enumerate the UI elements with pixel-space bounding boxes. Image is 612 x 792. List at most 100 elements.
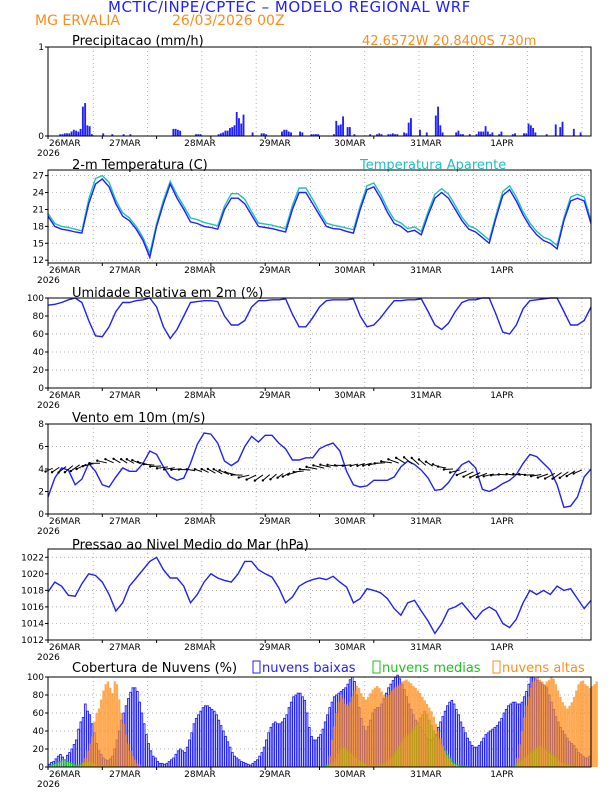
- precip-bar: [312, 134, 315, 136]
- low-cloud-bar: [486, 732, 490, 768]
- low-cloud-bar: [312, 739, 316, 768]
- high-cloud-bar: [355, 686, 358, 767]
- x-tick-label: 26MAR: [49, 266, 81, 276]
- wind-arrow-head: [136, 460, 140, 464]
- precip-bar: [441, 132, 444, 136]
- high-cloud-bar: [136, 763, 139, 767]
- humidity-panel: Umidade Relativa em 2m (%) 0 20 40 60 80 100 2…: [27, 286, 592, 411]
- high-cloud-bar: [342, 698, 345, 767]
- wind-arrow-head: [410, 456, 413, 460]
- wind-arrow-head: [230, 473, 233, 477]
- y-tick-label: 60: [33, 709, 45, 719]
- wind-arrow: [403, 456, 413, 465]
- precip-bar: [310, 134, 313, 136]
- wind-arrow: [438, 466, 447, 469]
- high-cloud-bar: [102, 690, 105, 767]
- wind-arrow: [132, 459, 141, 465]
- wind-arrow-head: [269, 478, 272, 481]
- high-cloud-bar: [529, 687, 533, 767]
- high-cloud-bar: [446, 756, 449, 767]
- precip-bar: [529, 125, 532, 136]
- high-cloud-bar: [586, 686, 589, 767]
- y-tick-label: 0: [38, 510, 44, 520]
- wind-arrow-head: [417, 458, 421, 461]
- precip-bar: [486, 131, 489, 136]
- low-cloud-bar: [479, 741, 483, 768]
- high-cloud-bar: [541, 681, 544, 767]
- high-cloud-bar: [131, 756, 134, 767]
- wind-arrow-head: [104, 457, 107, 461]
- precip-bar: [523, 133, 525, 136]
- plot-frame: [47, 169, 592, 264]
- high-cloud-bar: [572, 696, 576, 767]
- pressure-panel: Pressao ao Nivel Medio do Mar (hPa) 1012…: [21, 538, 592, 663]
- high-cloud-bar: [518, 744, 521, 767]
- high-cloud-bar: [339, 695, 343, 767]
- precip-bar: [174, 128, 177, 136]
- wind-arrow-head: [245, 478, 248, 481]
- low-cloud-bar: [133, 687, 137, 768]
- y-tick-label: 0: [38, 132, 44, 142]
- mid-cloud-bar: [54, 762, 58, 768]
- precip-bar: [63, 133, 66, 136]
- low-cloud-bar: [495, 725, 499, 768]
- wind-arrow-head: [281, 475, 285, 478]
- low-cloud-bar: [235, 757, 239, 768]
- mid-cloud-bar: [59, 761, 62, 768]
- precip-bar: [534, 132, 537, 136]
- precip-bar: [407, 122, 410, 136]
- y-tick-label: 40: [33, 348, 45, 358]
- series-line-temperatura: [47, 178, 592, 260]
- low-cloud-bar: [319, 734, 322, 768]
- low-cloud-bar: [276, 723, 279, 768]
- wind-arrow-head: [558, 476, 561, 480]
- precip-bar: [195, 134, 197, 136]
- x-tick-label: 1APR: [490, 517, 514, 527]
- high-cloud-bar: [394, 687, 397, 767]
- x-tick-label: 28MAR: [184, 266, 216, 276]
- low-cloud-bar: [219, 725, 223, 768]
- legend-mid-clouds-swatch: [372, 660, 381, 674]
- x-tick-label: 1APR: [490, 266, 514, 276]
- wind-arrow-head: [543, 477, 547, 480]
- low-cloud-bar: [280, 721, 284, 768]
- low-cloud-bar: [174, 753, 178, 768]
- precipitation-title: Precipitacao (mm/h): [72, 34, 204, 49]
- precip-bar: [290, 132, 292, 136]
- high-cloud-bar: [538, 679, 542, 767]
- coordinates-label: 42.6572W 20.8400S 730m: [362, 34, 536, 49]
- wind-arrow-head: [261, 479, 265, 482]
- high-cloud-bar: [450, 763, 453, 767]
- high-cloud-bar: [430, 711, 433, 767]
- x-tick-label: 26MAR: [49, 770, 81, 780]
- precip-bar: [314, 134, 317, 136]
- high-cloud-bar: [579, 681, 582, 767]
- temperature-panel: 2-m Temperatura (C) Temperatura Aparente…: [33, 158, 592, 286]
- x-tick-label: 26MAR: [49, 139, 81, 149]
- wind-arrow-head: [373, 462, 377, 465]
- low-cloud-bar: [267, 732, 270, 768]
- low-cloud-bar: [240, 761, 243, 768]
- low-cloud-bar: [303, 699, 307, 768]
- wind-arrow: [201, 468, 209, 473]
- wind-arrow: [463, 471, 474, 478]
- x-tick-label: 30MAR: [334, 770, 366, 780]
- precip-bar: [380, 134, 383, 136]
- precip-bar: [179, 130, 182, 136]
- precip-bar: [61, 134, 64, 136]
- low-cloud-bar: [461, 726, 465, 768]
- high-cloud-bar: [371, 689, 374, 767]
- wind-arrow: [246, 474, 257, 481]
- low-cloud-bar: [188, 739, 191, 768]
- precip-bar: [287, 131, 290, 136]
- x-year-label: 2026: [37, 780, 60, 790]
- wind-arrow: [270, 473, 277, 480]
- low-cloud-bar: [181, 750, 184, 768]
- precip-bar: [197, 134, 200, 136]
- low-cloud-bar: [79, 721, 83, 768]
- x-tick-label: 29MAR: [259, 139, 291, 149]
- low-cloud-bar: [233, 755, 236, 768]
- low-cloud-bar: [226, 741, 230, 768]
- mid-cloud-bar: [68, 762, 71, 768]
- precip-bar: [369, 134, 372, 136]
